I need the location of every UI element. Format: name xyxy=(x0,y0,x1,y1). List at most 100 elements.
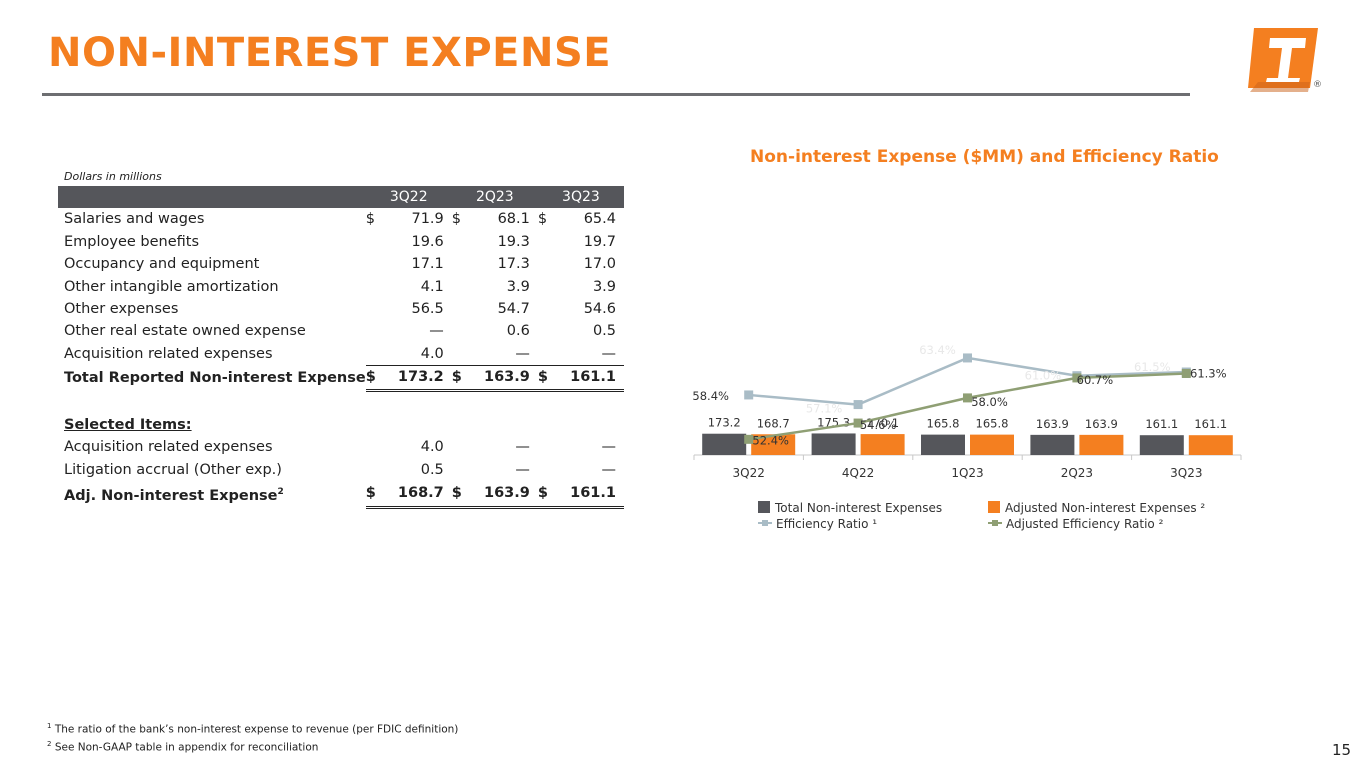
value-cell: — xyxy=(515,439,530,456)
table-row: Adj. Non-interest Expense2 $168.7 $163.9 $1… xyxy=(58,481,624,510)
legend-item-total: Total Non-interest Expenses xyxy=(758,501,942,515)
value-cell: 19.6 xyxy=(411,233,444,250)
row-label: Occupancy and equipment xyxy=(58,253,366,275)
value-cell: 0.6 xyxy=(506,323,530,340)
row-label: Other expenses xyxy=(58,298,366,320)
point-adj-efficiency xyxy=(744,434,754,444)
column-header: 2Q23 xyxy=(451,186,538,209)
value-cell: 17.3 xyxy=(497,256,530,273)
value-cell: — xyxy=(601,461,617,478)
footnote-mark: 2 xyxy=(47,739,52,748)
value-cell: — xyxy=(429,323,444,340)
row-label-text: Litigation accrual (Other exp.) xyxy=(64,461,282,478)
currency-cell xyxy=(366,320,383,342)
line-data-label: 57.1% xyxy=(806,402,843,416)
footnote-ref: 2 xyxy=(277,487,284,498)
table-row: Other intangible amortization 4.1 3.9 3.9 xyxy=(58,276,624,298)
currency-cell: $ xyxy=(451,211,462,228)
row-label: Acquisition related expenses xyxy=(58,436,366,458)
bar-data-label: 161.1 xyxy=(1145,417,1178,431)
line-data-label: 61.3% xyxy=(1190,366,1227,380)
bar-adjusted xyxy=(1079,434,1124,455)
header-blank xyxy=(58,186,366,209)
value-cell: 173.2 xyxy=(383,365,452,392)
value-cell: 56.5 xyxy=(411,301,444,318)
bar-data-label: 163.9 xyxy=(1036,417,1069,431)
currency-cell xyxy=(451,342,470,367)
value-cell: 163.9 xyxy=(469,365,538,392)
legend-swatch-adj-efficiency xyxy=(988,517,1002,529)
x-tick-label: 3Q23 xyxy=(1170,466,1202,480)
point-adj-efficiency xyxy=(853,418,863,428)
line-data-label: 60.7% xyxy=(1077,373,1114,387)
value-cell: 161.1 xyxy=(555,365,624,392)
legend-item-adj-efficiency: Adjusted Efficiency Ratio ² xyxy=(988,517,1163,531)
title-divider xyxy=(42,93,1190,96)
point-adj-efficiency xyxy=(963,393,972,403)
currency-cell xyxy=(366,231,383,253)
point-efficiency xyxy=(963,353,972,363)
currency-cell xyxy=(538,436,555,458)
currency-cell xyxy=(538,298,555,320)
column-header: 3Q22 xyxy=(365,186,452,209)
legend-label-total: Total Non-interest Expenses xyxy=(775,501,943,515)
currency-cell xyxy=(538,459,555,481)
value-cell: — xyxy=(469,342,538,367)
line-data-label: 63.4% xyxy=(919,343,956,357)
value-cell: 68.1 xyxy=(497,211,530,228)
footnote-text: The ratio of the bank’s non-interest exp… xyxy=(54,723,459,736)
bar-total xyxy=(1139,435,1184,455)
table-row: Other expenses 56.5 54.7 54.6 xyxy=(58,298,624,320)
table-row: Occupancy and equipment 17.1 17.3 17.0 xyxy=(58,253,624,275)
footnote-text: See Non-GAAP table in appendix for recon… xyxy=(54,741,319,753)
currency-cell xyxy=(452,231,469,253)
currency-cell: $ xyxy=(451,481,470,510)
row-label-text: Employee benefits xyxy=(64,233,200,250)
row-label-text: Other expenses xyxy=(64,301,179,318)
value-cell: — xyxy=(601,439,617,456)
x-tick-label: 3Q22 xyxy=(733,466,765,480)
currency-cell xyxy=(537,342,556,367)
table-row: Acquisition related expenses 4.0 — — xyxy=(58,436,624,458)
x-tick-label: 1Q23 xyxy=(951,466,983,480)
value-cell: 19.3 xyxy=(497,233,530,250)
point-efficiency xyxy=(744,390,754,400)
footnote-2: 2 See Non-GAAP table in appendix for rec… xyxy=(47,737,458,755)
currency-cell xyxy=(538,231,555,253)
table-row: Other real estate owned expense — 0.6 0.5 xyxy=(58,320,624,342)
value-cell: — xyxy=(515,461,530,478)
bar-adjusted xyxy=(751,434,796,455)
currency-cell xyxy=(452,320,469,342)
legend-label-adjusted: Adjusted Non-interest Expenses ² xyxy=(1005,501,1206,515)
point-efficiency xyxy=(853,400,863,410)
currency-cell: $ xyxy=(451,365,470,392)
row-label: Other intangible amortization xyxy=(58,276,366,298)
currency-cell: $ xyxy=(537,365,556,392)
row-label: Total Reported Non-interest Expense xyxy=(58,366,366,390)
legend-swatch-total xyxy=(758,501,770,513)
currency-cell xyxy=(365,342,384,367)
point-adj-efficiency xyxy=(1072,373,1082,383)
line-data-label: 61.0% xyxy=(1025,369,1062,383)
row-label: Other real estate owned expense xyxy=(58,320,366,342)
legend-label-adj-efficiency: Adjusted Efficiency Ratio ² xyxy=(1006,517,1164,531)
currency-cell xyxy=(538,276,555,298)
value-cell: 65.4 xyxy=(583,211,616,228)
selected-items-heading-text: Selected Items: xyxy=(64,417,192,434)
currency-cell xyxy=(366,253,383,275)
currency-cell: $ xyxy=(365,211,375,228)
bar-data-label: 165.8 xyxy=(976,417,1009,431)
bar-adjusted xyxy=(1188,435,1233,455)
row-label-text: Acquisition related expenses xyxy=(64,439,273,456)
bar-data-label: 168.7 xyxy=(757,416,790,430)
line-data-label: 58.4% xyxy=(692,389,729,403)
row-label-text: Other intangible amortization xyxy=(64,278,279,295)
row-label-text: Acquisition related expenses xyxy=(64,346,273,363)
currency-cell xyxy=(538,320,555,342)
value-cell: 54.6 xyxy=(583,301,616,318)
bar-total xyxy=(811,433,856,455)
value-cell: 0.5 xyxy=(420,461,444,478)
row-label-text: Total Reported Non-interest Expense xyxy=(64,369,366,386)
selected-items-heading: Selected Items: xyxy=(58,414,624,436)
row-label-text: Salaries and wages xyxy=(64,211,205,228)
